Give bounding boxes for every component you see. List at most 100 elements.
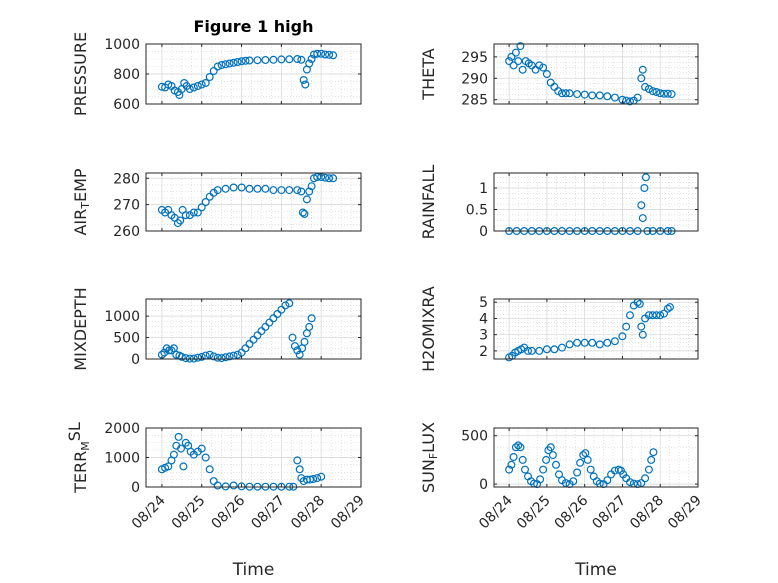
data-point [659,309,668,318]
data-point [507,460,516,469]
data-point [649,448,658,457]
data-point [261,184,270,193]
chart-title: Figure 1 high [194,17,314,36]
data-point [213,186,222,195]
data-point [209,477,218,486]
y-axis-label-part: T [79,202,92,210]
data-point [603,476,612,485]
axes-frame [493,172,699,232]
data-point [546,443,555,452]
series-markers [505,298,674,362]
y-axis-label-part: SL [65,422,84,441]
data-point [625,97,634,106]
data-point [542,69,551,78]
data-point [229,481,238,490]
data-point [641,82,650,91]
y-tick-label: 285 [461,93,488,109]
data-point [644,84,653,93]
y-axis-label: TERRMSL [65,422,92,494]
y-axis-label: MIXDEPTH [71,287,90,370]
data-point [197,352,206,361]
data-point [213,481,222,490]
data-point [309,475,318,484]
axes-frame [145,172,362,232]
data-point [160,348,169,357]
y-tick-label: 4 [479,311,488,327]
y-axis-label: SUNFLUX [419,422,440,493]
data-point [281,301,290,310]
y-tick-label: 1 [479,181,488,197]
data-point [565,89,574,98]
data-point [539,465,548,474]
data-point [583,455,592,464]
data-point [610,337,619,346]
data-point [265,318,274,327]
axes-frame [493,298,699,360]
data-point [179,462,188,471]
data-point [167,346,176,355]
y-tick-label: 500 [113,331,140,347]
x-tick-label: 08/28 [288,493,328,533]
data-point [329,51,338,60]
data-point [173,219,182,228]
data-point [325,50,334,59]
data-point [637,201,646,210]
subplot-rainfall: 0 0.5 1 RAINFALL [419,165,699,240]
data-point [293,186,302,195]
data-point [209,188,218,197]
data-point [293,54,302,63]
data-point [542,455,551,464]
y-axis-label-part: SUN [419,459,438,493]
x-axis-label: Time [232,560,275,580]
subplot-airtemp: 260 270 280 AIRTEMP [71,168,362,240]
data-point [618,332,627,341]
data-point [237,482,246,491]
data-point [209,66,218,75]
y-tick-label: 3 [479,328,488,344]
x-tick-label: 08/26 [552,492,592,532]
data-point [245,56,254,65]
data-point [290,342,299,351]
data-point [663,89,672,98]
data-point [229,58,238,67]
data-point [550,345,559,354]
data-point [297,55,306,64]
data-point [241,56,250,65]
data-point [542,345,551,354]
data-point [285,299,294,308]
x-tick-label: 08/28 [627,493,667,533]
data-point [233,350,242,359]
data-point [641,474,650,483]
y-axis-label-part: AIR [71,209,90,236]
x-tick-label: 08/27 [589,493,629,533]
x-tick-label: 08/29 [328,493,368,533]
data-point [277,55,286,64]
y-axis-label-part: RAINFALL [419,165,438,240]
data-point [221,482,230,491]
data-point [249,335,258,344]
y-tick-label: 0 [479,477,488,493]
data-point [638,214,647,223]
x-tick-label: 08/25 [169,493,209,533]
y-tick-label: 5 [479,295,488,311]
data-point [551,460,560,469]
data-point [299,75,308,84]
axes-frame [493,43,699,105]
data-point [300,337,309,346]
data-point [565,340,574,349]
y-axis-label: H2OMIXRA [419,286,438,372]
data-point [185,211,194,220]
data-point [217,60,226,69]
y-tick-label: 500 [461,429,488,445]
data-point [261,322,270,331]
data-point [301,80,310,89]
y-axis-label-part: H2OMIXRA [419,286,438,372]
subplot-terrmsl: 0 1000 2000 08/24 08/25 08/26 08/27 08/28 08/29 T… [65,421,367,532]
data-point [667,90,676,99]
data-point [285,186,294,195]
y-axis-label-part: MIXDEPTH [71,287,90,370]
data-point [569,477,578,486]
data-point [189,208,198,217]
data-point [640,184,649,193]
data-point [307,182,316,191]
